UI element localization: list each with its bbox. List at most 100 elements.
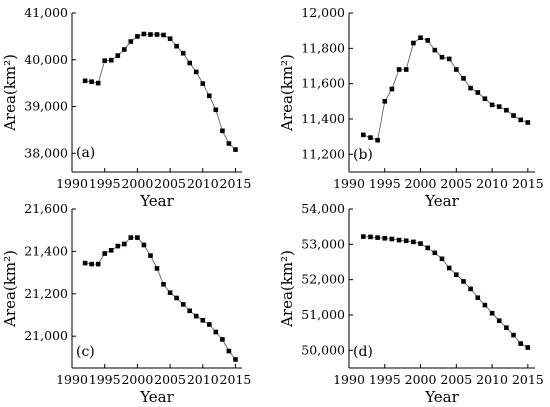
x-axis-label: Year <box>424 388 459 406</box>
x-tick-label: 2000 <box>121 176 153 191</box>
y-tick-label: 11,800 <box>301 40 345 55</box>
data-point <box>174 295 179 301</box>
data-point <box>454 272 459 277</box>
data-point <box>496 318 502 323</box>
y-tick-label: 12,000 <box>301 5 345 20</box>
data-point <box>220 128 225 134</box>
data-point <box>213 107 219 113</box>
data-point <box>128 235 134 240</box>
y-axis-label: Area(km²) <box>1 54 19 132</box>
data-point <box>141 242 147 248</box>
data-point <box>82 260 88 266</box>
x-tick-label: 2005 <box>154 372 186 387</box>
y-tick-label: 54,000 <box>301 201 345 216</box>
data-point <box>95 261 101 267</box>
x-tick-label: 1995 <box>369 372 401 387</box>
data-point <box>180 302 186 307</box>
data-point <box>82 78 88 84</box>
data-point <box>461 279 466 284</box>
panel-tag: (c) <box>76 344 95 360</box>
data-point <box>108 57 114 63</box>
data-point <box>468 85 473 91</box>
y-axis-label: Area(km²) <box>278 54 296 132</box>
data-point <box>382 99 388 104</box>
data-point <box>200 81 206 86</box>
x-tick-label: 1990 <box>56 176 88 191</box>
data-point <box>454 67 459 72</box>
x-axis-label: Year <box>424 192 459 210</box>
x-tick-label: 2000 <box>121 372 153 387</box>
data-point <box>368 135 373 140</box>
data-point <box>148 253 153 258</box>
data-point <box>226 141 232 146</box>
x-tick-label: 2010 <box>187 176 219 191</box>
data-point <box>154 32 160 37</box>
y-tick-label: 52,000 <box>301 272 345 287</box>
data-point <box>174 43 179 49</box>
x-tick-label: 2005 <box>154 176 186 191</box>
x-tick-label: 1990 <box>56 372 88 387</box>
data-point <box>425 245 430 251</box>
data-point <box>489 310 495 316</box>
x-tick-label: 2000 <box>405 372 437 387</box>
data-point <box>89 79 94 84</box>
x-tick-label: 1990 <box>333 372 365 387</box>
x-tick-label: 2015 <box>512 372 544 387</box>
y-tick-label: 21,000 <box>24 328 68 343</box>
data-point <box>382 236 388 241</box>
data-point <box>468 286 473 292</box>
data-point <box>108 248 114 253</box>
data-point <box>518 117 523 123</box>
data-point <box>403 238 409 244</box>
chart-panel-1: 1990 1995 2000 2005 2010 2015 11,200 11,400 11,6… <box>278 5 544 210</box>
data-point <box>161 32 166 38</box>
data-point <box>489 102 495 108</box>
x-tick-label: 2010 <box>476 372 508 387</box>
panel-tag: (d) <box>353 344 373 360</box>
y-tick-label: 40,000 <box>24 52 68 67</box>
data-point <box>425 38 430 43</box>
x-axis-label: Year <box>139 388 174 406</box>
y-tick-label: 38,000 <box>24 145 68 160</box>
data-point <box>193 313 199 319</box>
data-point <box>167 36 173 41</box>
data-point <box>411 40 416 46</box>
data-point <box>207 322 212 327</box>
data-point <box>511 332 516 338</box>
data-point <box>525 345 531 350</box>
panel-tag: (b) <box>353 147 373 163</box>
data-point <box>446 56 452 62</box>
data-point <box>482 96 488 101</box>
x-tick-label: 1990 <box>333 176 365 191</box>
data-point <box>122 241 127 247</box>
data-point <box>102 58 107 63</box>
y-tick-label: 21,200 <box>24 286 68 301</box>
x-tick-label: 2005 <box>440 372 472 387</box>
x-tick-label: 1995 <box>89 176 121 191</box>
y-axis-label: Area(km²) <box>278 250 296 328</box>
data-point <box>200 318 206 323</box>
data-point <box>135 235 140 240</box>
data-point <box>193 69 199 75</box>
data-point <box>475 295 481 300</box>
data-point <box>187 308 192 314</box>
series-line <box>363 37 528 141</box>
x-tick-label: 2015 <box>512 176 544 191</box>
data-point <box>233 357 238 362</box>
data-point <box>102 251 107 256</box>
data-point <box>482 302 488 308</box>
data-point <box>226 348 232 354</box>
data-point <box>432 47 438 53</box>
y-tick-label: 41,000 <box>24 5 68 20</box>
x-tick-label: 2010 <box>476 176 508 191</box>
data-point <box>446 265 452 271</box>
y-tick-label: 21,600 <box>24 201 68 216</box>
x-tick-label: 1995 <box>369 176 401 191</box>
x-tick-label: 1995 <box>89 372 121 387</box>
data-point <box>396 237 402 243</box>
y-tick-label: 11,400 <box>301 111 345 126</box>
chart-panel-0: 1990 1995 2000 2005 2010 2015 38,000 39,000 40,0… <box>1 5 251 210</box>
data-point <box>418 35 423 40</box>
data-point <box>496 104 502 109</box>
data-point <box>233 147 238 152</box>
